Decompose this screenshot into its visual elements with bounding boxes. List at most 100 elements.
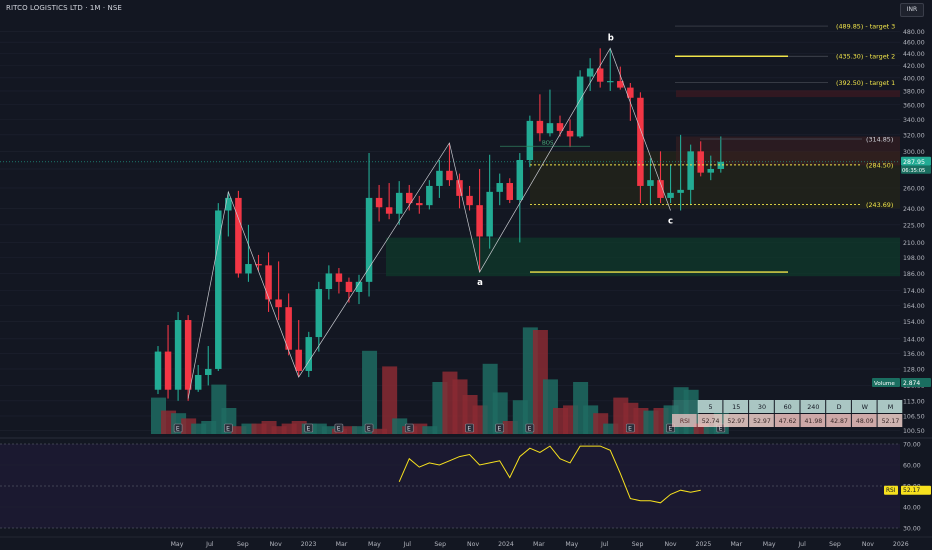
candle-body (275, 299, 282, 308)
volume-bar (281, 423, 297, 434)
candle-body (184, 320, 192, 390)
y-tick-label: 320.00 (903, 132, 925, 139)
candle-body (556, 123, 564, 131)
rsi-tick-label: 70.00 (903, 442, 921, 449)
candle-body (225, 197, 232, 211)
y-tick-label: 113.00 (903, 398, 925, 405)
y-tick-label: 154.00 (903, 319, 925, 326)
y-tick-label: 400.00 (903, 75, 925, 82)
table-header-text: 240 (807, 403, 819, 411)
grid (0, 30, 900, 432)
candle-body (164, 351, 172, 390)
table-value-text: 52.97 (727, 418, 745, 425)
volume-bar (693, 423, 709, 434)
rsi-tag (884, 485, 898, 495)
earnings-label: E (719, 426, 723, 433)
candle-body (576, 76, 584, 137)
wave-label: b (608, 33, 614, 43)
price-axis[interactable]: 480.00 460.00 440.00 420.00 400.00 380.00 360.… (872, 29, 931, 435)
table-value-text: 41.98 (804, 418, 822, 425)
volume-bar (603, 423, 619, 434)
earnings-marker (465, 423, 474, 433)
x-tick-label: Nov (862, 541, 874, 548)
volume-value-badge (901, 378, 931, 387)
x-tick-label: Nov (664, 541, 676, 548)
table-value-text: 47.62 (779, 418, 797, 425)
earnings-label: E (498, 426, 502, 433)
earnings-label: E (367, 426, 371, 433)
time-axis[interactable]: May Jul Sep Nov 2023 Mar May Jul Sep Nov 2024 Mar Ma… (0, 536, 932, 548)
table-header-cell (800, 400, 826, 413)
y-tick-label: 106.50 (903, 413, 925, 420)
volume-value: 2.874 (903, 380, 920, 387)
table-header-text: W (862, 403, 869, 411)
candle-body (506, 183, 513, 200)
earnings-label: E (668, 426, 672, 433)
candle-body (245, 264, 252, 274)
table-value-cell (774, 414, 800, 427)
table-value-cell (749, 414, 774, 427)
x-tick-label: Jul (403, 541, 412, 548)
bos-label: BOS (542, 140, 554, 146)
volume-bar (311, 423, 327, 434)
volume-tag (872, 378, 900, 387)
earnings-label: E (528, 426, 532, 433)
overlays: BOS (489.85) - target 3 (435.30) - target … (0, 23, 900, 433)
rsi-tick-label: 60.00 (903, 463, 921, 470)
y-tick-label: 144.00 (903, 336, 925, 343)
candle-body (406, 192, 413, 204)
earnings-marker (173, 423, 183, 433)
table-value-cell (877, 414, 903, 427)
volume-bar (372, 428, 388, 434)
x-tick-label: Sep (434, 541, 446, 548)
earnings-label: E (467, 426, 471, 433)
wave-label: a (477, 278, 483, 288)
volume-bar (271, 426, 287, 434)
table-header-cell (774, 400, 800, 413)
candle-body (255, 264, 262, 266)
candle-body (194, 374, 202, 390)
y-tick-label: 300.00 (903, 149, 925, 156)
x-tick-label: May (763, 541, 776, 548)
candle-body (295, 349, 302, 371)
rsi-tick-label: 40.00 (903, 505, 921, 512)
candle-body (355, 281, 363, 292)
candle-body (586, 68, 594, 77)
wave-label: c (668, 216, 673, 226)
volume-bar (251, 423, 267, 434)
level-label: (284.50) (866, 161, 893, 169)
y-tick-label: 380.00 (903, 88, 925, 95)
candle-body (305, 337, 312, 371)
table-header-cell (826, 400, 851, 413)
candles[interactable] (154, 48, 725, 401)
x-tick-label: Nov (467, 541, 479, 548)
candle-body (456, 180, 463, 196)
y-tick-label: 420.00 (903, 63, 925, 70)
earnings-marker (304, 423, 314, 433)
table-value-cell (851, 414, 877, 427)
earnings-label: E (407, 426, 411, 433)
currency-button[interactable]: INR (900, 3, 924, 17)
candle-body (436, 170, 443, 186)
x-tick-label: May (565, 541, 578, 548)
table-header-text: 60 (784, 403, 792, 411)
earnings-label: E (176, 426, 180, 433)
candle-body (617, 81, 624, 88)
y-tick-label: 480.00 (903, 29, 925, 36)
y-tick-label: 460.00 (903, 40, 925, 47)
x-tick-label: Sep (632, 541, 644, 548)
zones (386, 90, 900, 277)
earnings-label: E (628, 426, 632, 433)
y-tick-label: 100.50 (903, 428, 925, 435)
level-label: (435.30) - target 2 (836, 53, 895, 61)
resistance-band (676, 90, 900, 98)
earnings-marker (364, 423, 374, 433)
candle-body (335, 273, 343, 282)
earnings-marker (334, 423, 344, 433)
candle-body (637, 97, 644, 186)
candle-body (717, 161, 725, 169)
x-tick-label: Jul (205, 541, 214, 548)
candle-body (285, 307, 292, 350)
